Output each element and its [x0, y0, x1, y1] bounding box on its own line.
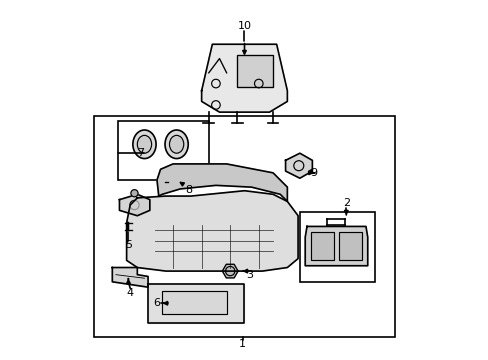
Text: 6: 6	[153, 298, 160, 308]
Polygon shape	[305, 226, 367, 266]
Ellipse shape	[137, 135, 151, 153]
Polygon shape	[126, 191, 298, 271]
Polygon shape	[201, 44, 287, 112]
Circle shape	[131, 190, 138, 197]
Ellipse shape	[169, 178, 180, 186]
Text: 3: 3	[246, 270, 253, 280]
Polygon shape	[112, 267, 148, 287]
Text: 10: 10	[237, 21, 251, 31]
Text: 2: 2	[342, 198, 349, 208]
Text: 9: 9	[310, 168, 317, 178]
Text: 4: 4	[126, 288, 134, 297]
Bar	[118, 121, 208, 180]
Ellipse shape	[169, 135, 183, 153]
Polygon shape	[148, 284, 244, 323]
Ellipse shape	[164, 175, 185, 189]
Bar	[339, 232, 362, 260]
Bar	[237, 55, 272, 87]
Polygon shape	[285, 153, 312, 178]
Text: 1: 1	[239, 339, 246, 349]
Polygon shape	[119, 194, 149, 216]
Polygon shape	[157, 164, 287, 202]
Bar	[94, 116, 394, 337]
Polygon shape	[222, 264, 238, 278]
Ellipse shape	[133, 130, 156, 158]
Bar	[310, 232, 333, 260]
Ellipse shape	[164, 130, 188, 158]
Text: 8: 8	[185, 185, 192, 195]
Bar	[162, 291, 226, 314]
Bar	[299, 212, 374, 282]
Text: 7: 7	[137, 148, 144, 158]
Text: 5: 5	[124, 240, 132, 250]
